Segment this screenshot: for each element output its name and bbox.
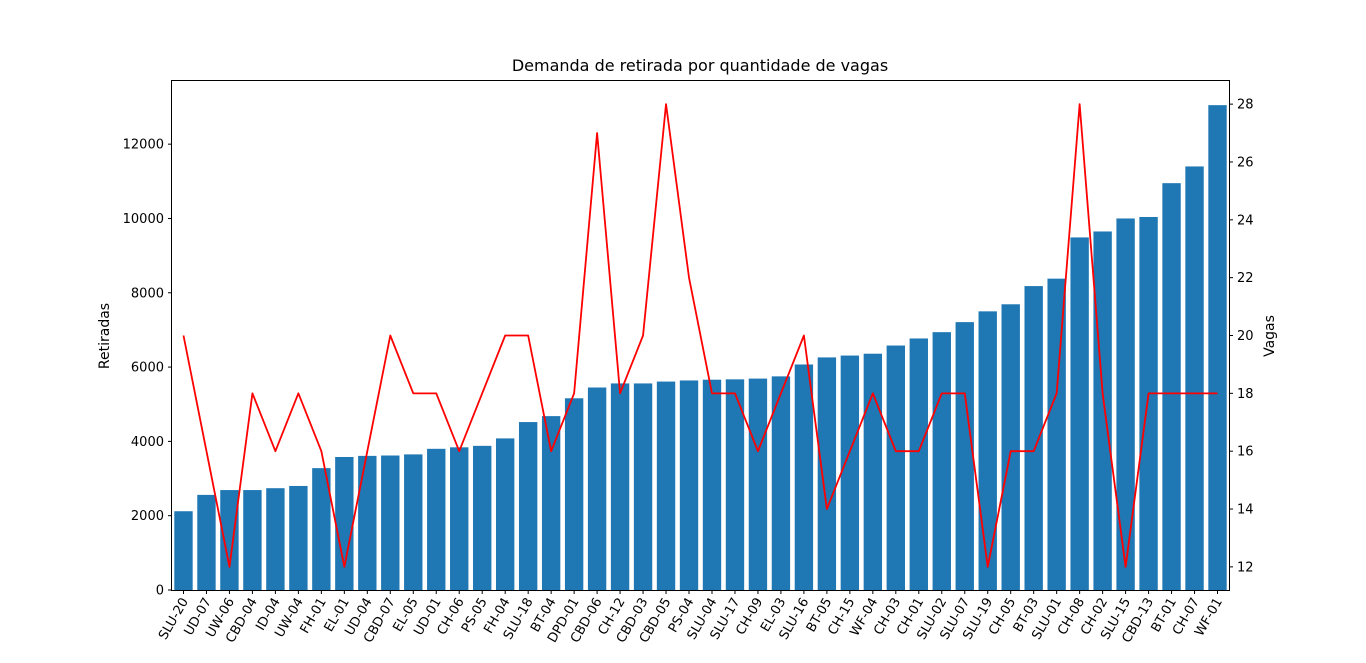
- vagas-line: [182, 103, 1218, 568]
- bar-wf-01: [1208, 105, 1227, 591]
- y-left-tick-label-12000: 12000: [123, 138, 164, 153]
- bar-bt-03: [1024, 286, 1043, 590]
- bars-layer: [174, 105, 1227, 591]
- bar-slu-16: [794, 364, 814, 590]
- bar-bt-05: [817, 357, 837, 590]
- bar-slu-20: [174, 511, 193, 590]
- bar-ch-02: [1093, 231, 1112, 590]
- bar-cbd-03: [633, 383, 653, 590]
- bar-cbd-04: [243, 490, 262, 590]
- y-right-tick-label-28: 28: [1237, 98, 1254, 113]
- y-right-tick-label-22: 22: [1237, 271, 1254, 286]
- y-left-axis: 0 2000 4000 6000 8000 10000 12000: [123, 138, 172, 599]
- bar-ps-05: [473, 445, 492, 590]
- y-right-tick-label-20: 20: [1237, 329, 1254, 344]
- bar-bt-04: [541, 416, 561, 590]
- y-right-tick-label-18: 18: [1237, 387, 1254, 402]
- y-left-tick-label-0: 0: [156, 584, 164, 599]
- y-left-tick-label-2000: 2000: [131, 509, 164, 524]
- y-left-tick-label-4000: 4000: [131, 435, 164, 450]
- bar-cbd-07: [381, 455, 400, 590]
- bar-fh-04: [495, 438, 515, 590]
- bar-ch-03: [886, 345, 905, 590]
- bar-el-05: [404, 454, 423, 590]
- bar-ch-07: [1185, 166, 1204, 590]
- bar-ch-05: [1001, 304, 1020, 590]
- bar-uw-06: [220, 490, 239, 590]
- x-axis: SLU-20UD-07UW-06CBD-04ID-04UW-04FH-01EL-…: [156, 590, 1226, 646]
- y-right-tick-label-14: 14: [1237, 503, 1254, 518]
- bar-ch-09: [748, 378, 768, 590]
- bar-id-04: [266, 488, 285, 590]
- bar-slu-17: [725, 379, 745, 590]
- bar-ch-06: [450, 447, 469, 590]
- bar-ud-07: [197, 494, 216, 590]
- y-right-tick-label-24: 24: [1237, 213, 1254, 228]
- y-right-tick-label-12: 12: [1237, 560, 1254, 575]
- bar-cbd-06: [587, 387, 607, 590]
- bar-slu-02: [932, 332, 951, 590]
- bar-slu-07: [955, 322, 974, 590]
- x-tick-label-slu-20: SLU-20: [156, 596, 192, 643]
- line-layer: [182, 103, 1218, 568]
- bar-cbd-13: [1139, 216, 1158, 591]
- bar-ps-04: [679, 380, 699, 590]
- bar-slu-18: [518, 422, 538, 590]
- y-right-axis-label: Vagas: [1262, 315, 1278, 357]
- bar-cbd-05: [656, 381, 676, 590]
- bar-ud-04: [358, 455, 377, 590]
- bar-slu-19: [978, 311, 997, 590]
- bar-bt-01: [1162, 183, 1181, 591]
- bar-dpd-01: [564, 398, 584, 590]
- bar-wf-04: [863, 353, 883, 590]
- bar-uw-04: [289, 485, 308, 590]
- y-right-tick-label-16: 16: [1237, 445, 1254, 460]
- bar-fh-01: [312, 468, 331, 590]
- bar-slu-01: [1047, 278, 1066, 590]
- bar-el-03: [771, 376, 791, 590]
- y-right-tick-label-26: 26: [1237, 155, 1254, 170]
- bar-ch-08: [1070, 237, 1089, 591]
- chart-title: Demanda de retirada por quantidade de va…: [512, 56, 888, 75]
- y-right-axis: 12 14 16 18 20 22 24 26 28: [1229, 98, 1254, 575]
- bar-slu-04: [702, 379, 722, 590]
- bar-slu-15: [1116, 218, 1135, 590]
- y-left-tick-label-10000: 10000: [123, 212, 164, 227]
- y-left-tick-label-6000: 6000: [131, 361, 164, 376]
- y-left-tick-label-8000: 8000: [131, 286, 164, 301]
- bar-ch-01: [909, 338, 928, 590]
- bar-ud-01: [427, 448, 446, 590]
- y-left-axis-label: Retiradas: [97, 303, 113, 369]
- bar-ch-12: [610, 383, 630, 590]
- bar-el-01: [335, 456, 354, 590]
- bar-ch-15: [840, 355, 860, 590]
